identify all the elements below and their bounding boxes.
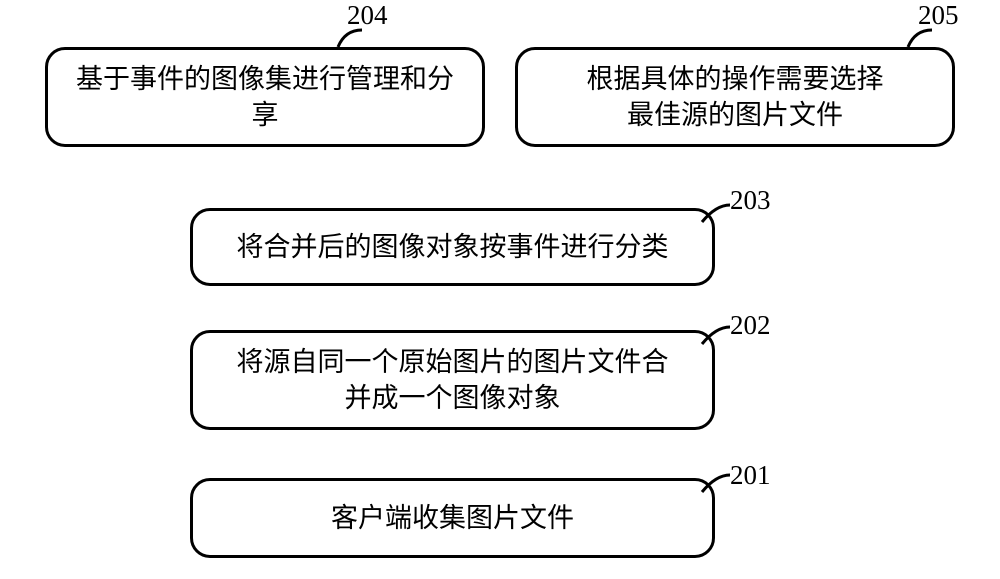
box-label-205: 205 xyxy=(918,0,959,31)
box-text-203: 将合并后的图像对象按事件进行分类 xyxy=(237,229,669,265)
box-label-202: 202 xyxy=(730,310,771,341)
box-label-204: 204 xyxy=(347,0,388,31)
box-label-201: 201 xyxy=(730,460,771,491)
flowchart-box-202: 将源自同一个原始图片的图片文件合 并成一个图像对象 xyxy=(190,330,715,430)
flowchart-box-201: 客户端收集图片文件 xyxy=(190,478,715,558)
box-text-201: 客户端收集图片文件 xyxy=(331,500,574,536)
flowchart-box-203: 将合并后的图像对象按事件进行分类 xyxy=(190,208,715,286)
flowchart-box-205: 根据具体的操作需要选择 最佳源的图片文件 xyxy=(515,47,955,147)
box-text-202: 将源自同一个原始图片的图片文件合 并成一个图像对象 xyxy=(237,344,669,417)
flowchart-box-204: 基于事件的图像集进行管理和分享 xyxy=(45,47,485,147)
box-label-203: 203 xyxy=(730,185,771,216)
box-text-205: 根据具体的操作需要选择 最佳源的图片文件 xyxy=(587,61,884,134)
box-text-204: 基于事件的图像集进行管理和分享 xyxy=(68,61,462,134)
